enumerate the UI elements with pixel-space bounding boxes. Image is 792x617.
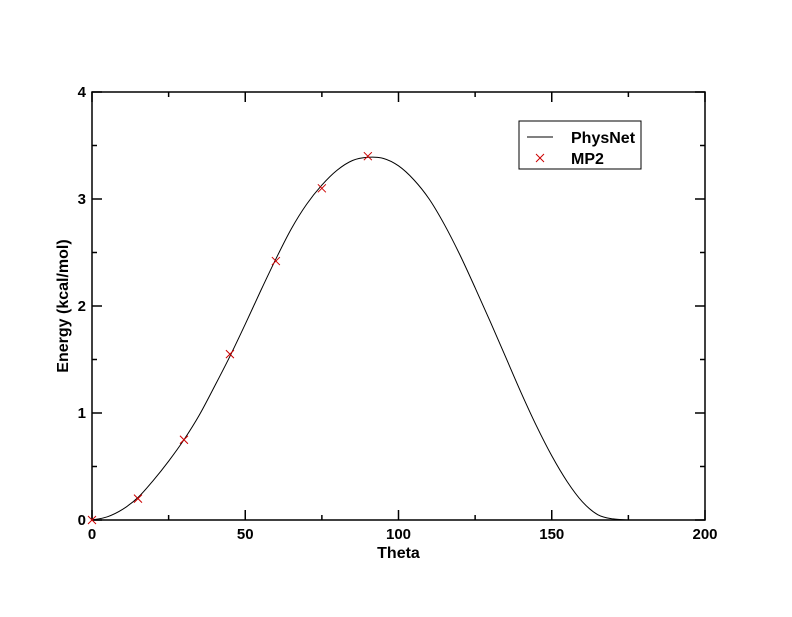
legend-label-mp2: MP2 — [571, 151, 604, 168]
legend-label-physnet: PhysNet — [571, 130, 636, 147]
x-tick-label: 0 — [88, 526, 96, 543]
series-mp2-point — [225, 349, 235, 359]
x-tick-label: 150 — [539, 526, 564, 543]
x-tick-label: 200 — [692, 526, 717, 543]
x-tick-label: 100 — [386, 526, 411, 543]
legend: PhysNet MP2 — [518, 120, 642, 170]
x-tick-label: 50 — [237, 526, 254, 543]
axis-labels: Theta Energy (kcal/mol) — [55, 239, 420, 562]
series-mp2-point — [317, 183, 327, 193]
x-axis-label: Theta — [377, 545, 420, 562]
series-mp2-point — [133, 494, 143, 503]
series-mp2-point — [271, 256, 281, 266]
y-tick-label: 1 — [78, 405, 86, 422]
y-tick-label: 0 — [78, 512, 86, 529]
y-tick-label: 2 — [78, 298, 86, 315]
y-axis-label: Energy (kcal/mol) — [55, 239, 72, 372]
legend-box — [518, 120, 642, 170]
series-mp2-point — [179, 435, 189, 445]
series-mp2-point — [363, 151, 373, 161]
y-axis-ticks: 0 1 2 3 4 — [78, 84, 705, 529]
legend-mp2-marker-sample — [535, 153, 545, 163]
series-mp2-point — [87, 515, 97, 525]
y-tick-label: 4 — [78, 84, 87, 101]
y-tick-label: 3 — [78, 191, 86, 208]
series-physnet-line — [91, 156, 629, 521]
series-group — [87, 151, 629, 525]
x-axis-ticks: 0 50 100 150 200 — [88, 92, 718, 543]
